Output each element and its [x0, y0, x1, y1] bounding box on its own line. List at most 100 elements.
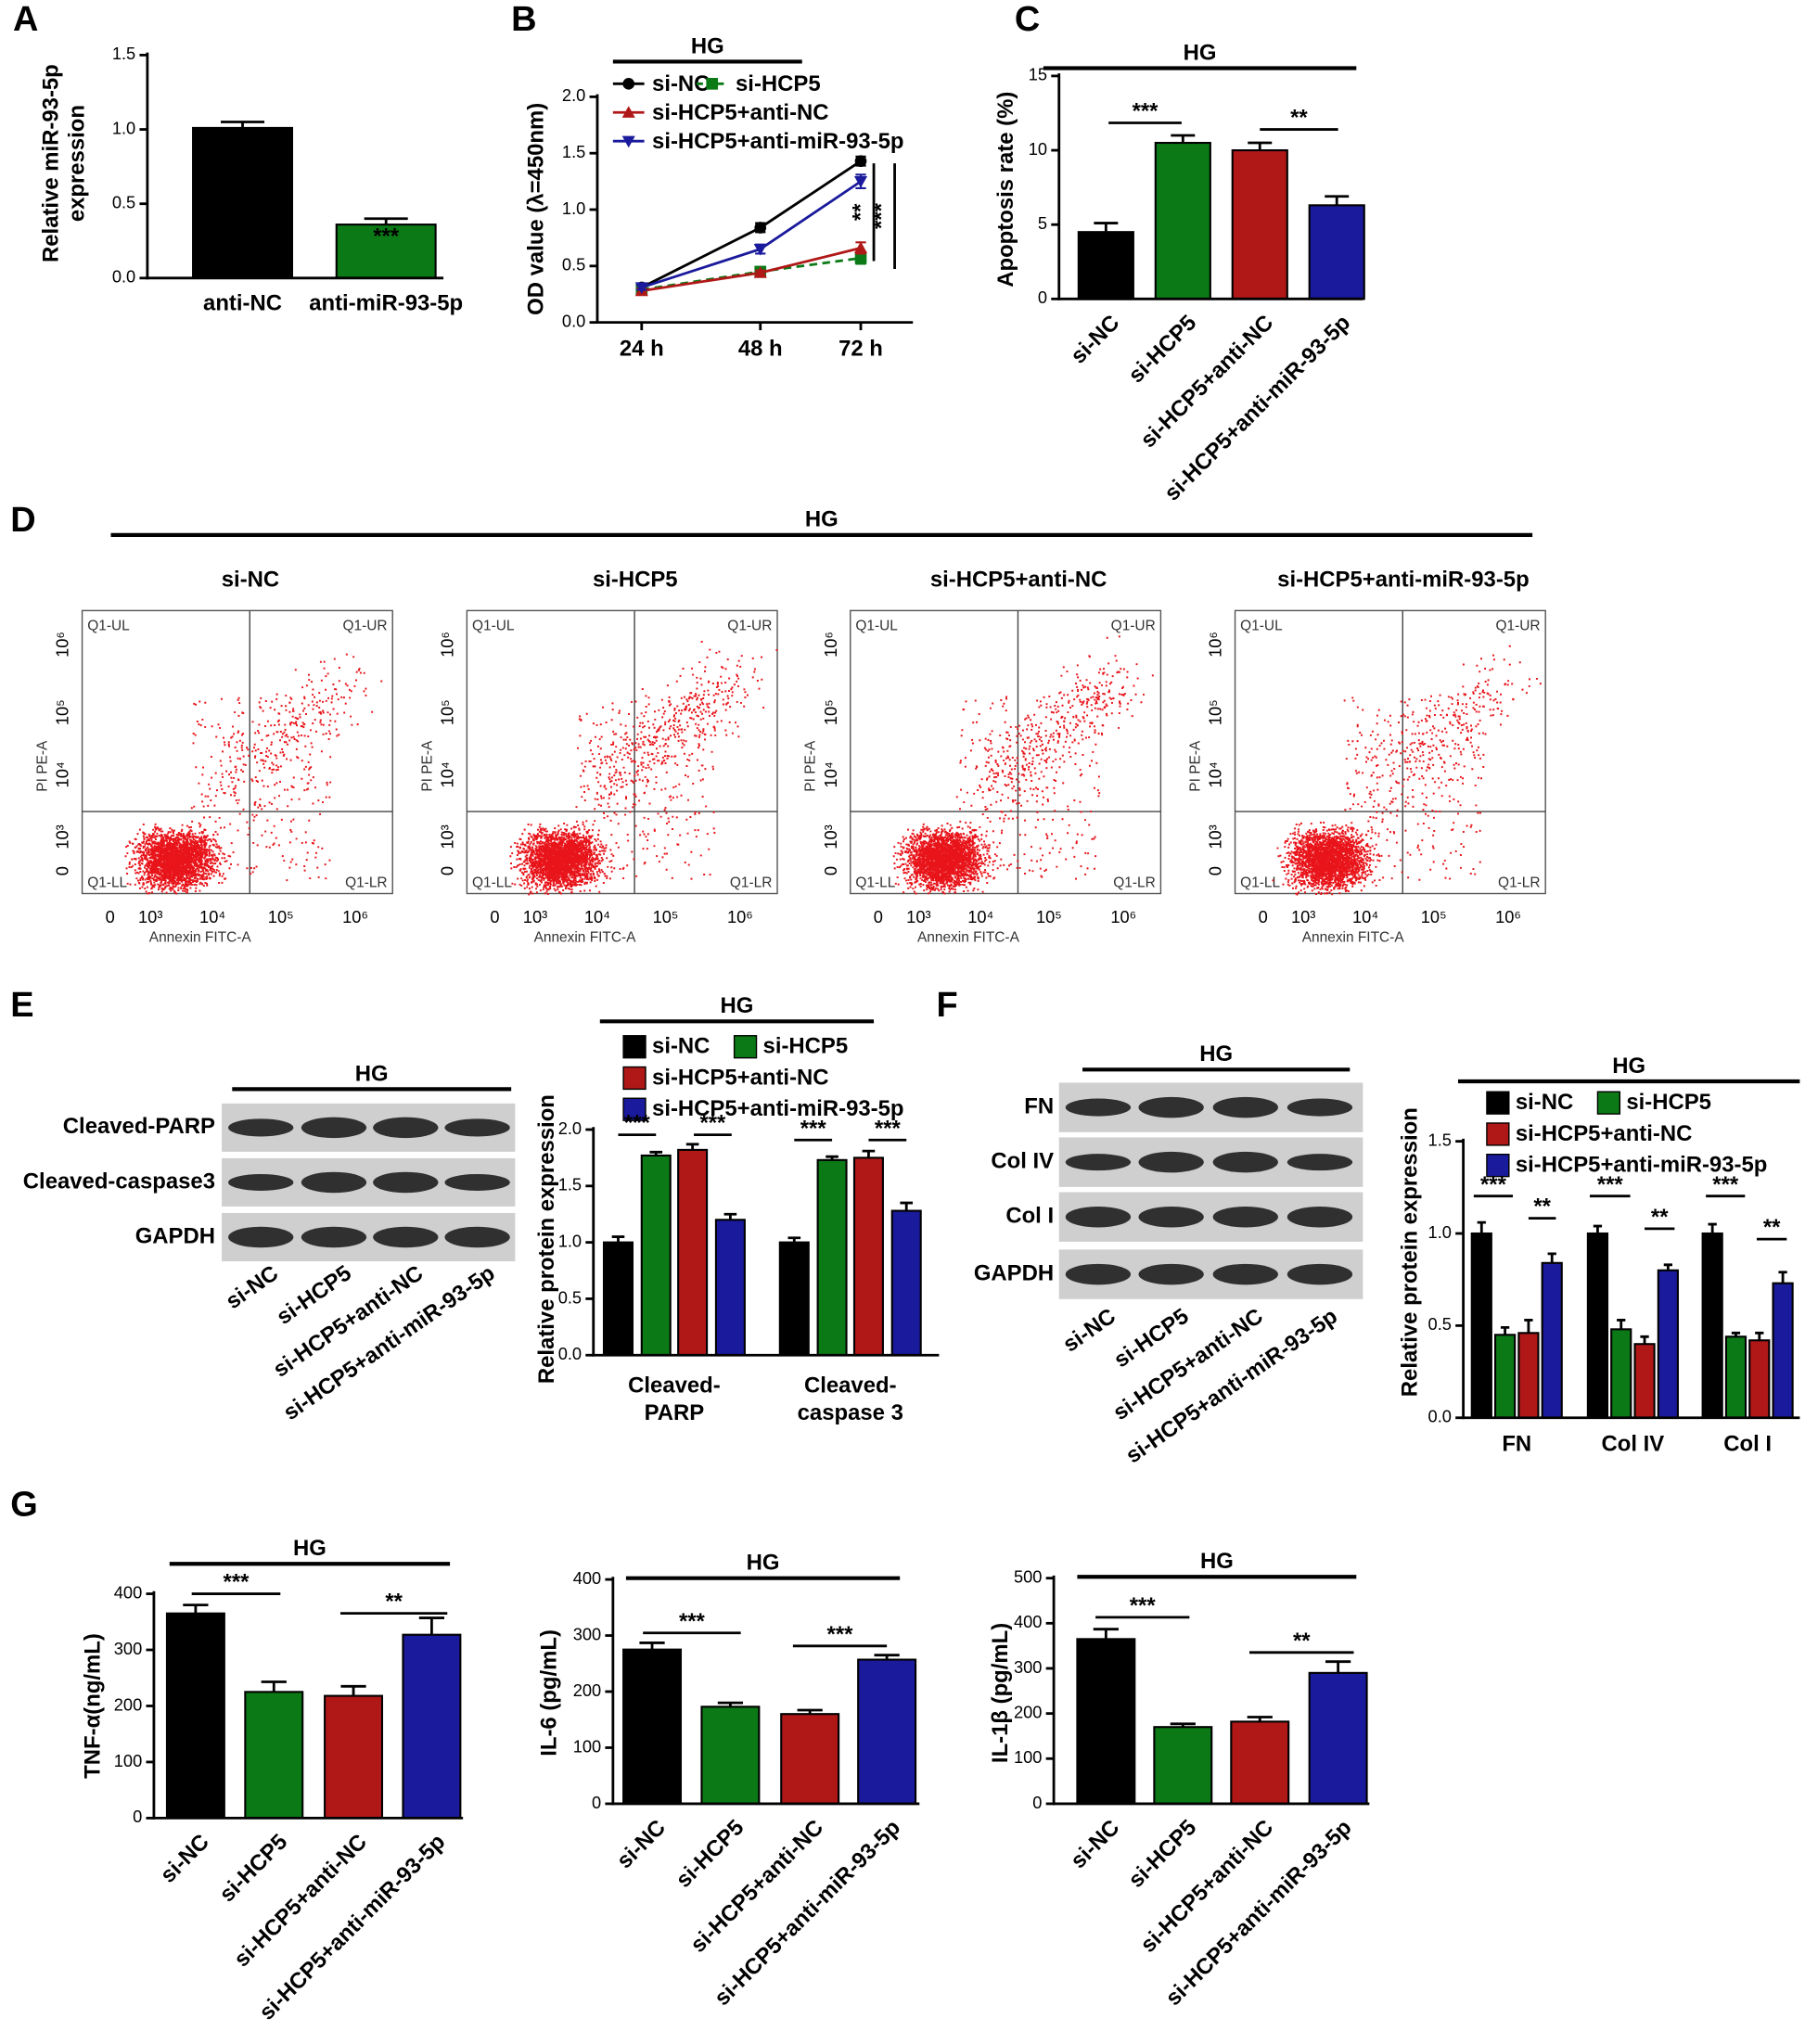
header-text: HG [1612, 1054, 1645, 1079]
y-tick-label: 10⁴ [821, 761, 840, 787]
legend-label: si-HCP5+anti-NC [652, 100, 829, 125]
point [753, 266, 767, 278]
bar [1541, 1261, 1563, 1419]
row-label: GAPDH [974, 1260, 1054, 1285]
quadrant-label: Q1-UL [472, 618, 515, 633]
x-tick-label: 10³ [906, 907, 930, 926]
y-axis-label: PI PE-A [1187, 740, 1203, 792]
blot-band [1212, 1096, 1278, 1118]
row-label: GAPDH [135, 1223, 215, 1248]
row-label: Col I [1005, 1204, 1054, 1229]
x-tick-label: 10³ [523, 907, 547, 926]
y-tick-label: 10³ [438, 824, 457, 849]
y-tick-label: 0.0 [112, 267, 135, 287]
x-tick-label: 10⁵ [1036, 907, 1062, 926]
significance-label: *** [1133, 99, 1159, 124]
y-tick-label: 10 [1029, 139, 1047, 159]
plot-title: si-HCP5 [593, 567, 678, 592]
y-tick-label: 100 [114, 1751, 142, 1770]
blot-band [1065, 1206, 1132, 1228]
legend-label: si-HCP5 [1626, 1090, 1711, 1115]
y-tick-label: 0.0 [558, 1344, 582, 1363]
bar [1470, 1232, 1492, 1419]
x-tick-label: 10⁵ [268, 907, 294, 926]
quadrant-label: Q1-LL [855, 875, 895, 890]
bar [714, 1219, 746, 1357]
x-tick-label: 10⁴ [1352, 907, 1378, 926]
x-tick-label: 48 h [738, 336, 783, 361]
y-tick-label: 1.5 [558, 1175, 582, 1194]
y-tick-label: 300 [573, 1624, 601, 1643]
significance-label: *** [224, 1570, 250, 1595]
x-tick-label: Cleaved- [628, 1373, 721, 1398]
x-tick-label: 10⁶ [342, 907, 368, 926]
y-tick-label: 0 [438, 866, 457, 875]
x-tick-label: 10⁶ [727, 907, 753, 926]
y-tick-label: 1.0 [562, 198, 585, 218]
blot-band [1065, 1098, 1132, 1117]
blot-band [301, 1226, 367, 1248]
plot-frame [466, 609, 778, 895]
error-bar [1500, 1325, 1510, 1335]
y-tick-label: 100 [1014, 1747, 1042, 1767]
bar [1230, 1720, 1290, 1805]
legend-label: si-HCP5+anti-NC [1516, 1121, 1693, 1146]
y-tick-label: 10⁴ [438, 761, 457, 787]
y-tick-label: 0 [821, 866, 840, 875]
bar [324, 1694, 384, 1820]
y-tick-label: 2.0 [558, 1118, 582, 1138]
x-tick-label: PARP [645, 1400, 705, 1425]
x-tick-label: 10⁴ [199, 907, 225, 926]
x-axis-label: Annexin FITC-A [149, 929, 252, 945]
bar [1610, 1328, 1632, 1419]
legend-swatch [1486, 1091, 1510, 1115]
legend-label: si-HCP5+anti-miR-93-5p [652, 129, 904, 154]
bar [852, 1156, 884, 1357]
x-tick-label: 0 [106, 907, 115, 926]
error-bar [1547, 1252, 1556, 1263]
error-bar [1094, 222, 1119, 233]
blot-band [1287, 1206, 1353, 1228]
significance-label: ** [1651, 1205, 1669, 1230]
event-dots [892, 635, 1154, 895]
error-bar [1325, 195, 1350, 206]
legend-swatch [1486, 1122, 1510, 1146]
panel-letter: D [10, 501, 35, 540]
x-tick-label: 10⁶ [1110, 907, 1136, 926]
header-text: HG [293, 1536, 326, 1561]
y-tick-label: 0 [1038, 287, 1047, 307]
x-tick-label: Cleaved- [804, 1373, 897, 1398]
x-axis-label: Annexin FITC-A [917, 929, 1020, 945]
significance-label: ** [1763, 1215, 1781, 1240]
quadrant-label: Q1-UR [727, 618, 772, 633]
event-dots [1272, 645, 1542, 896]
error-bar [685, 1143, 699, 1150]
significance-label: ** [1533, 1194, 1551, 1220]
y-tick-label: 300 [1014, 1657, 1042, 1677]
blot-band [301, 1171, 367, 1194]
bar [816, 1158, 848, 1357]
y-tick-label: 400 [1014, 1612, 1042, 1631]
bar [244, 1691, 304, 1820]
legend-swatch [622, 1035, 646, 1059]
y-tick-label: 0 [592, 1793, 601, 1812]
quadrant-label: Q1-LL [87, 875, 127, 890]
blot-band [1212, 1151, 1278, 1173]
bar [192, 126, 294, 279]
significance-label: *** [679, 1609, 706, 1634]
y-axis-label: IL-1β (pg/mL) [988, 1623, 1013, 1763]
error-bar [1524, 1319, 1533, 1334]
error-bar [1171, 134, 1196, 144]
y-tick-label: 1.0 [1428, 1222, 1452, 1242]
error-bar [649, 1150, 663, 1156]
y-tick-label: 10⁶ [438, 632, 457, 658]
bar [1657, 1269, 1679, 1419]
bar [402, 1633, 462, 1820]
x-tick-label: Col IV [1602, 1432, 1665, 1457]
significance-label: *** [869, 202, 894, 229]
blot-band [444, 1226, 510, 1248]
significance-label: ** [1293, 1629, 1311, 1654]
x-tick-label: Col I [1723, 1432, 1772, 1457]
error-bar [1247, 1716, 1273, 1722]
x-tick-label: FN [1502, 1432, 1531, 1457]
